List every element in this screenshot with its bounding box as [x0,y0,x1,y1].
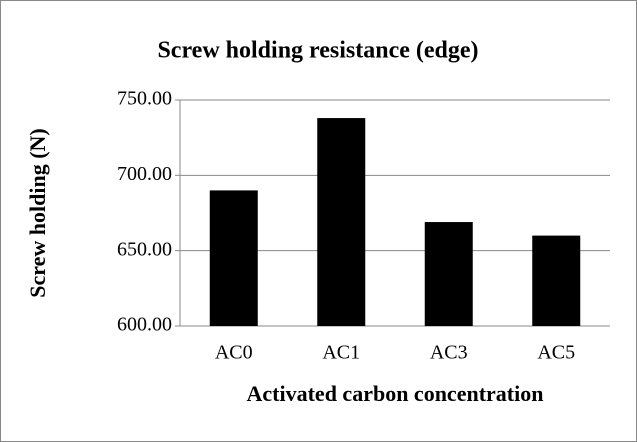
x-tick-label: AC0 [215,342,253,364]
y-tick-label: 600.00 [117,314,172,336]
x-tick-label: AC1 [322,342,360,364]
bar [532,235,581,326]
bar [209,190,258,326]
bar [424,222,473,326]
x-tick-label: AC3 [430,342,468,364]
x-tick-label: AC5 [537,342,575,364]
chart-title: Screw holding resistance (edge) [157,38,478,64]
y-tick-label: 700.00 [117,163,172,185]
x-axis-label: Activated carbon concentration [247,381,544,406]
y-tick-label: 750.00 [117,88,172,110]
bar [317,118,366,326]
y-tick-label: 650.00 [117,238,172,260]
y-axis-label: Screw holding (N) [25,128,50,298]
